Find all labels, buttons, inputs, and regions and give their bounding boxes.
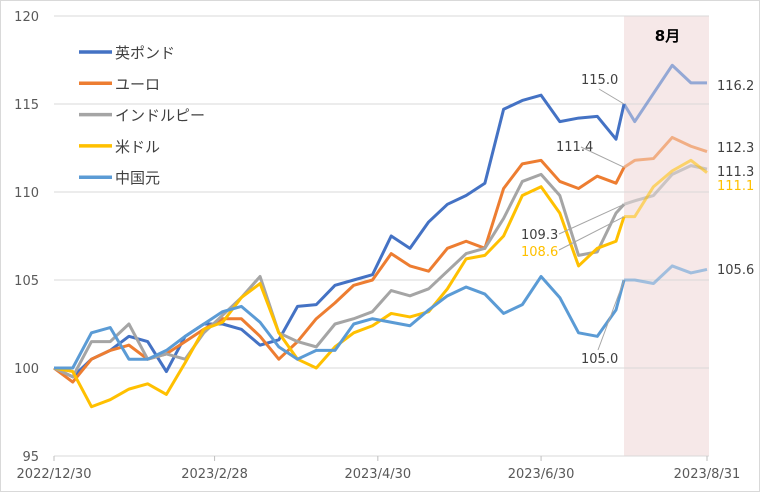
series-line-1 — [53, 158, 626, 384]
x-tick-label: 2023/2/28 — [181, 467, 248, 482]
annotation-leader-line — [598, 88, 625, 105]
legend-label: 英ポンド — [115, 44, 175, 62]
series-line-august-2 — [623, 164, 708, 206]
legend-label: インドルピー — [115, 107, 205, 125]
annotation-aug-end: 105.6 — [717, 263, 754, 278]
x-tick-label: 2023/8/31 — [674, 467, 741, 482]
series-line-0 — [53, 93, 626, 379]
y-tick-label: 100 — [14, 362, 39, 377]
y-tick-label: 110 — [14, 186, 39, 201]
series-line-august-3 — [624, 158, 708, 219]
y-tick-label: 95 — [22, 450, 39, 465]
series-line-august-0 — [622, 63, 707, 124]
annotation-july-end: 105.0 — [581, 352, 618, 367]
annotation-aug-end: 116.2 — [717, 79, 754, 94]
y-tick-label: 105 — [14, 274, 39, 289]
series-line-august-4 — [624, 264, 708, 286]
annotation-aug-end: 111.1 — [717, 179, 754, 194]
august-highlight-band — [624, 16, 709, 456]
annotation-leader-line — [597, 279, 625, 351]
annotation-leader-line — [558, 216, 625, 251]
annotation-leader-line — [580, 146, 625, 168]
y-tick-label: 120 — [14, 10, 39, 25]
annotation-aug-end: 111.3 — [717, 165, 754, 180]
legend-label: 米ドル — [115, 138, 160, 156]
series-line-4 — [54, 274, 626, 370]
x-tick-label: 2023/4/30 — [344, 467, 411, 482]
august-label: 8月 — [655, 27, 680, 45]
annotation-july-end: 109.3 — [521, 228, 558, 243]
x-tick-label: 2023/6/30 — [508, 467, 575, 482]
series-line-3 — [53, 185, 626, 409]
legend-label: 中国元 — [115, 169, 160, 187]
y-tick-label: 115 — [14, 98, 39, 113]
x-tick-label: 2022/12/30 — [17, 467, 92, 482]
annotation-july-end: 115.0 — [581, 73, 618, 88]
series-line-august-1 — [623, 135, 708, 169]
annotation-aug-end: 112.3 — [717, 141, 754, 156]
annotation-july-end: 108.6 — [521, 245, 558, 260]
annotation-leader-line — [558, 203, 625, 235]
annotation-july-end: 111.4 — [556, 140, 593, 155]
legend-label: ユーロ — [115, 75, 160, 93]
